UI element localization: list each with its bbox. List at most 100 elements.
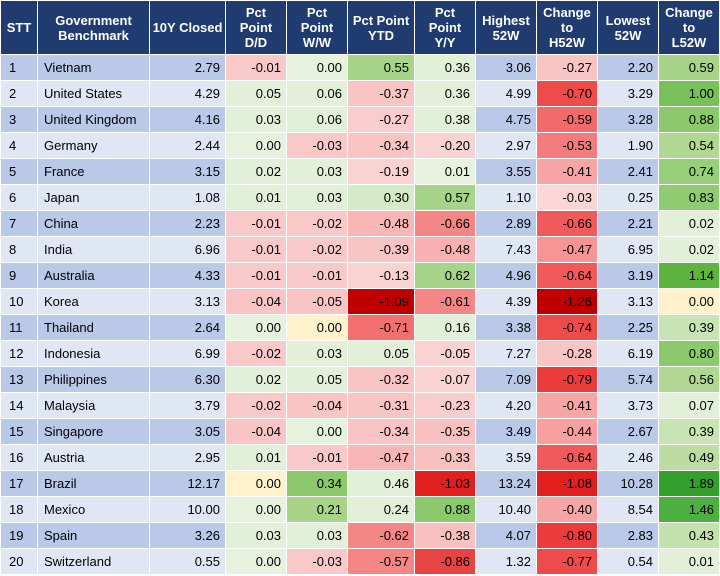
- cell-yy: -0.61: [415, 289, 475, 314]
- cell-cl52: 0.43: [659, 523, 719, 548]
- cell-l52: 0.54: [598, 549, 658, 574]
- cell-closed: 4.16: [150, 107, 225, 132]
- cell-l52: 2.67: [598, 419, 658, 444]
- cell-closed: 2.95: [150, 445, 225, 470]
- cell-l52: 3.13: [598, 289, 658, 314]
- cell-h52: 3.59: [476, 445, 536, 470]
- cell-ww: -0.01: [287, 445, 347, 470]
- table-row: 14 Malaysia 3.79 -0.02 -0.04 -0.31 -0.23 4.20 -0…: [1, 393, 719, 418]
- cell-l52: 3.19: [598, 263, 658, 288]
- cell-ch52: -0.40: [537, 497, 597, 522]
- cell-dd: 0.01: [226, 185, 286, 210]
- cell-closed: 3.15: [150, 159, 225, 184]
- cell-stt: 8: [1, 237, 37, 262]
- cell-ytd: -1.09: [348, 289, 414, 314]
- cell-stt: 6: [1, 185, 37, 210]
- cell-stt: 15: [1, 419, 37, 444]
- cell-closed: 2.44: [150, 133, 225, 158]
- header-ch52: Change to H52W: [537, 1, 597, 54]
- table-row: 10 Korea 3.13 -0.04 -0.05 -1.09 -0.61 4.39 -1.26…: [1, 289, 719, 314]
- cell-ch52: -1.08: [537, 471, 597, 496]
- cell-yy: 0.57: [415, 185, 475, 210]
- cell-ytd: 0.46: [348, 471, 414, 496]
- cell-yy: -0.20: [415, 133, 475, 158]
- cell-cl52: 1.14: [659, 263, 719, 288]
- cell-benchmark: Spain: [38, 523, 149, 548]
- cell-stt: 19: [1, 523, 37, 548]
- cell-benchmark: United Kingdom: [38, 107, 149, 132]
- cell-yy: -0.35: [415, 419, 475, 444]
- cell-dd: 0.03: [226, 523, 286, 548]
- cell-ww: -0.05: [287, 289, 347, 314]
- cell-ch52: -0.74: [537, 315, 597, 340]
- cell-cl52: 0.83: [659, 185, 719, 210]
- cell-ch52: -0.59: [537, 107, 597, 132]
- cell-l52: 10.28: [598, 471, 658, 496]
- cell-h52: 3.55: [476, 159, 536, 184]
- cell-ch52: -0.41: [537, 159, 597, 184]
- cell-yy: 0.36: [415, 55, 475, 80]
- cell-h52: 3.49: [476, 419, 536, 444]
- cell-stt: 18: [1, 497, 37, 522]
- cell-yy: -0.07: [415, 367, 475, 392]
- cell-dd: -0.02: [226, 393, 286, 418]
- cell-h52: 2.97: [476, 133, 536, 158]
- cell-closed: 6.96: [150, 237, 225, 262]
- cell-ww: 0.03: [287, 523, 347, 548]
- cell-yy: -0.05: [415, 341, 475, 366]
- cell-stt: 2: [1, 81, 37, 106]
- header-benchmark: Government Benchmark: [38, 1, 149, 54]
- cell-h52: 3.06: [476, 55, 536, 80]
- cell-ytd: -0.57: [348, 549, 414, 574]
- cell-ch52: -0.79: [537, 367, 597, 392]
- cell-cl52: 0.88: [659, 107, 719, 132]
- header-closed: 10Y Closed: [150, 1, 225, 54]
- header-ww: Pct Point W/W: [287, 1, 347, 54]
- cell-l52: 8.54: [598, 497, 658, 522]
- cell-benchmark: Vietnam: [38, 55, 149, 80]
- cell-ww: 0.00: [287, 55, 347, 80]
- cell-ytd: -0.37: [348, 81, 414, 106]
- cell-yy: -0.23: [415, 393, 475, 418]
- cell-ww: -0.03: [287, 133, 347, 158]
- cell-benchmark: Indonesia: [38, 341, 149, 366]
- cell-ww: 0.21: [287, 497, 347, 522]
- cell-l52: 2.41: [598, 159, 658, 184]
- cell-ch52: -0.27: [537, 55, 597, 80]
- cell-ch52: -0.70: [537, 81, 597, 106]
- cell-benchmark: Australia: [38, 263, 149, 288]
- cell-stt: 7: [1, 211, 37, 236]
- cell-ww: -0.01: [287, 263, 347, 288]
- cell-yy: -0.33: [415, 445, 475, 470]
- cell-cl52: 0.39: [659, 315, 719, 340]
- cell-dd: 0.00: [226, 133, 286, 158]
- cell-h52: 1.32: [476, 549, 536, 574]
- cell-ytd: -0.27: [348, 107, 414, 132]
- cell-dd: 0.01: [226, 445, 286, 470]
- header-ytd: Pct Point YTD: [348, 1, 414, 54]
- cell-closed: 4.29: [150, 81, 225, 106]
- table-row: 15 Singapore 3.05 -0.04 0.00 -0.34 -0.35 3.49 -0…: [1, 419, 719, 444]
- cell-l52: 2.25: [598, 315, 658, 340]
- cell-closed: 12.17: [150, 471, 225, 496]
- table-row: 16 Austria 2.95 0.01 -0.01 -0.47 -0.33 3.59 -0.6…: [1, 445, 719, 470]
- cell-closed: 3.13: [150, 289, 225, 314]
- cell-l52: 3.29: [598, 81, 658, 106]
- cell-yy: 0.36: [415, 81, 475, 106]
- cell-benchmark: Japan: [38, 185, 149, 210]
- cell-benchmark: Austria: [38, 445, 149, 470]
- cell-cl52: 0.74: [659, 159, 719, 184]
- cell-benchmark: France: [38, 159, 149, 184]
- cell-closed: 2.23: [150, 211, 225, 236]
- cell-dd: -0.01: [226, 237, 286, 262]
- cell-ww: 0.06: [287, 107, 347, 132]
- cell-dd: -0.02: [226, 341, 286, 366]
- cell-ch52: -0.80: [537, 523, 597, 548]
- cell-ww: 0.00: [287, 315, 347, 340]
- cell-stt: 9: [1, 263, 37, 288]
- cell-cl52: 1.89: [659, 471, 719, 496]
- cell-benchmark: Malaysia: [38, 393, 149, 418]
- table-row: 6 Japan 1.08 0.01 0.03 0.30 0.57 1.10 -0.03 0.25 0…: [1, 185, 719, 210]
- cell-ch52: -0.66: [537, 211, 597, 236]
